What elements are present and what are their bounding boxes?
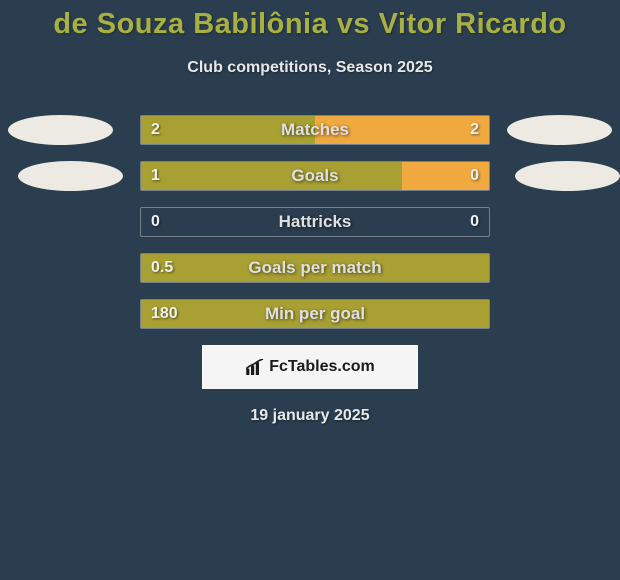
bar-track: 1 Goals 0 <box>140 161 490 191</box>
stat-row-min-per-goal: 180 Min per goal <box>0 299 620 329</box>
metric-label: Hattricks <box>279 212 352 232</box>
bar-track: 180 Min per goal <box>140 299 490 329</box>
value-right: 0 <box>470 167 479 185</box>
stat-row-hattricks: 0 Hattricks 0 <box>0 207 620 237</box>
metric-label: Goals <box>291 166 338 186</box>
value-left: 2 <box>151 121 160 139</box>
fctables-logo[interactable]: FcTables.com <box>202 345 418 389</box>
bar-track: 2 Matches 2 <box>140 115 490 145</box>
metric-label: Goals per match <box>248 258 381 278</box>
bar-left <box>141 162 402 190</box>
metric-label: Min per goal <box>265 304 365 324</box>
page-title: de Souza Babilônia vs Vitor Ricardo <box>0 0 620 41</box>
chart-icon <box>245 359 265 375</box>
stat-row-goals-per-match: 0.5 Goals per match <box>0 253 620 283</box>
bar-track: 0.5 Goals per match <box>140 253 490 283</box>
subtitle: Club competitions, Season 2025 <box>0 59 620 77</box>
value-left: 1 <box>151 167 160 185</box>
value-right: 0 <box>470 213 479 231</box>
bar-track: 0 Hattricks 0 <box>140 207 490 237</box>
date-text: 19 january 2025 <box>0 407 620 425</box>
stat-row-goals: 1 Goals 0 <box>0 161 620 191</box>
value-left: 0.5 <box>151 259 173 277</box>
value-right: 2 <box>470 121 479 139</box>
metric-label: Matches <box>281 120 349 140</box>
logo-text: FcTables.com <box>269 358 375 376</box>
stat-row-matches: 2 Matches 2 <box>0 115 620 145</box>
comparison-chart: 2 Matches 2 1 Goals 0 0 Hattricks 0 0.5 … <box>0 115 620 329</box>
value-left: 180 <box>151 305 178 323</box>
value-left: 0 <box>151 213 160 231</box>
